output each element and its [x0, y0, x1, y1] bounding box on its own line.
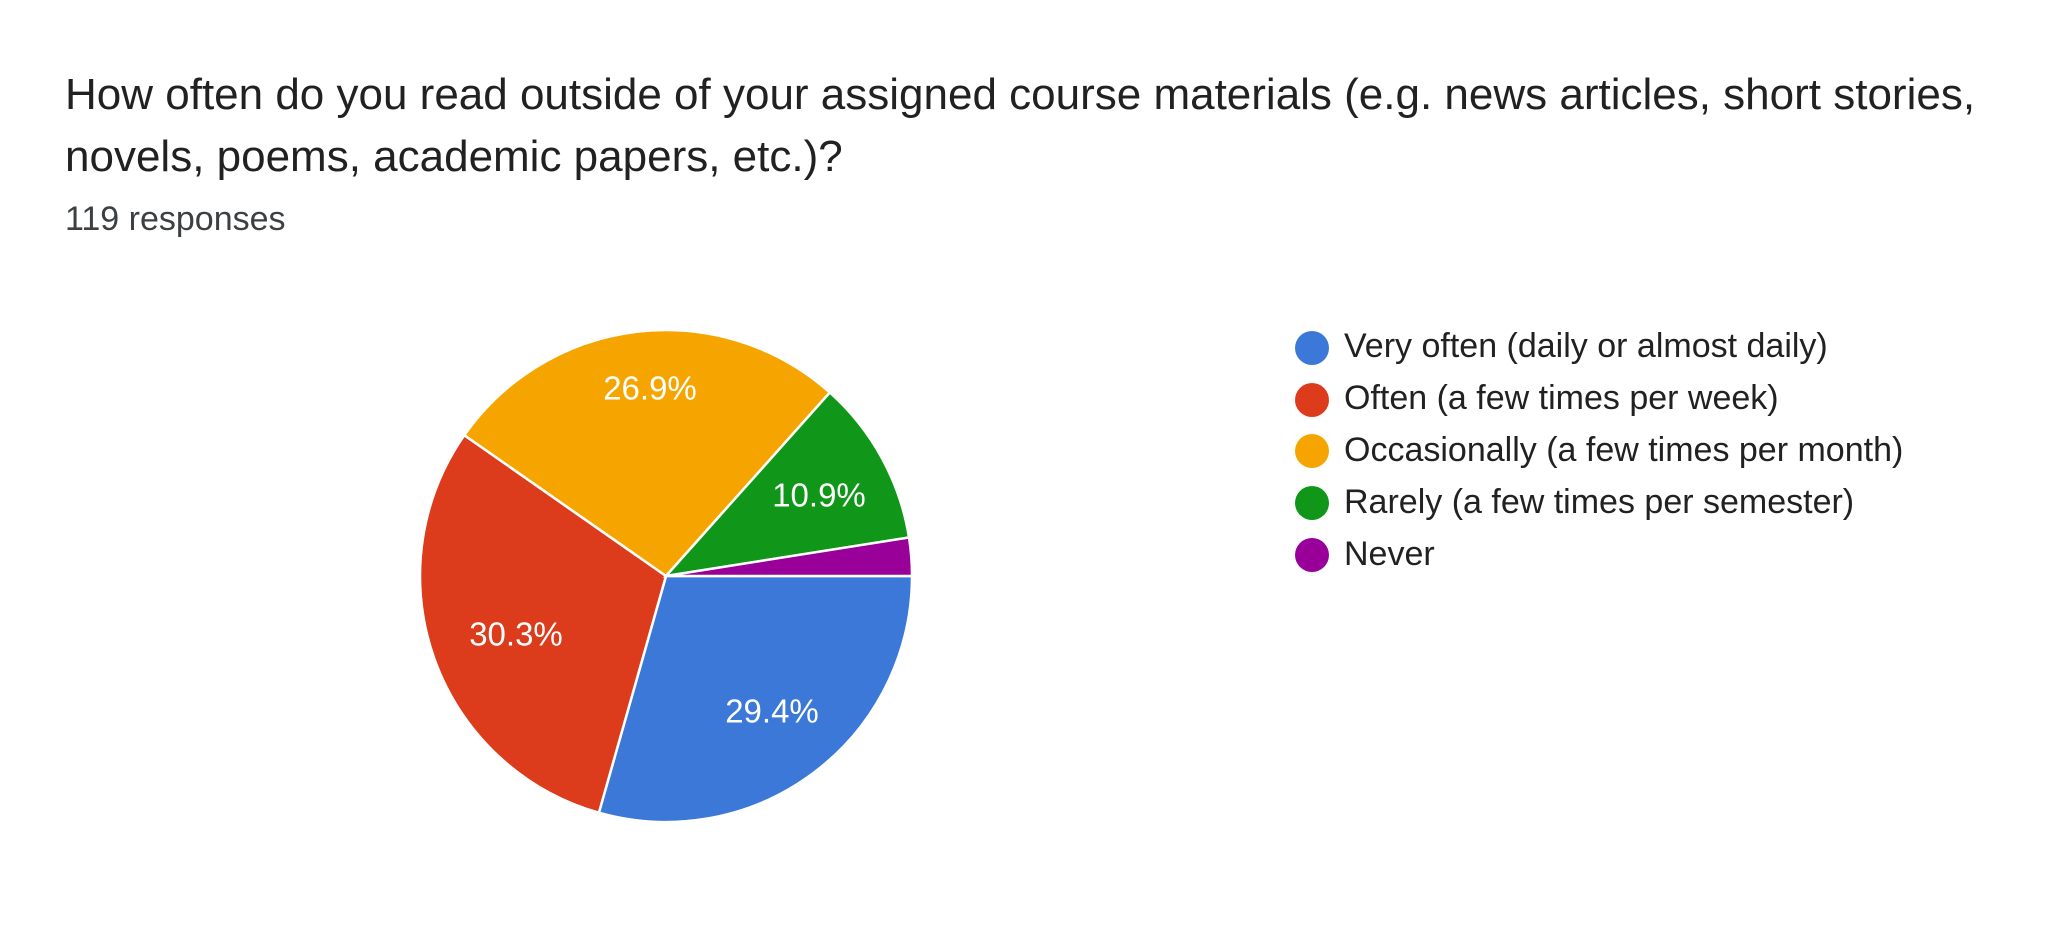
svg-text:30.3%: 30.3% [469, 616, 563, 653]
svg-text:26.9%: 26.9% [603, 370, 697, 407]
svg-text:29.4%: 29.4% [725, 693, 819, 730]
svg-text:10.9%: 10.9% [772, 477, 866, 514]
